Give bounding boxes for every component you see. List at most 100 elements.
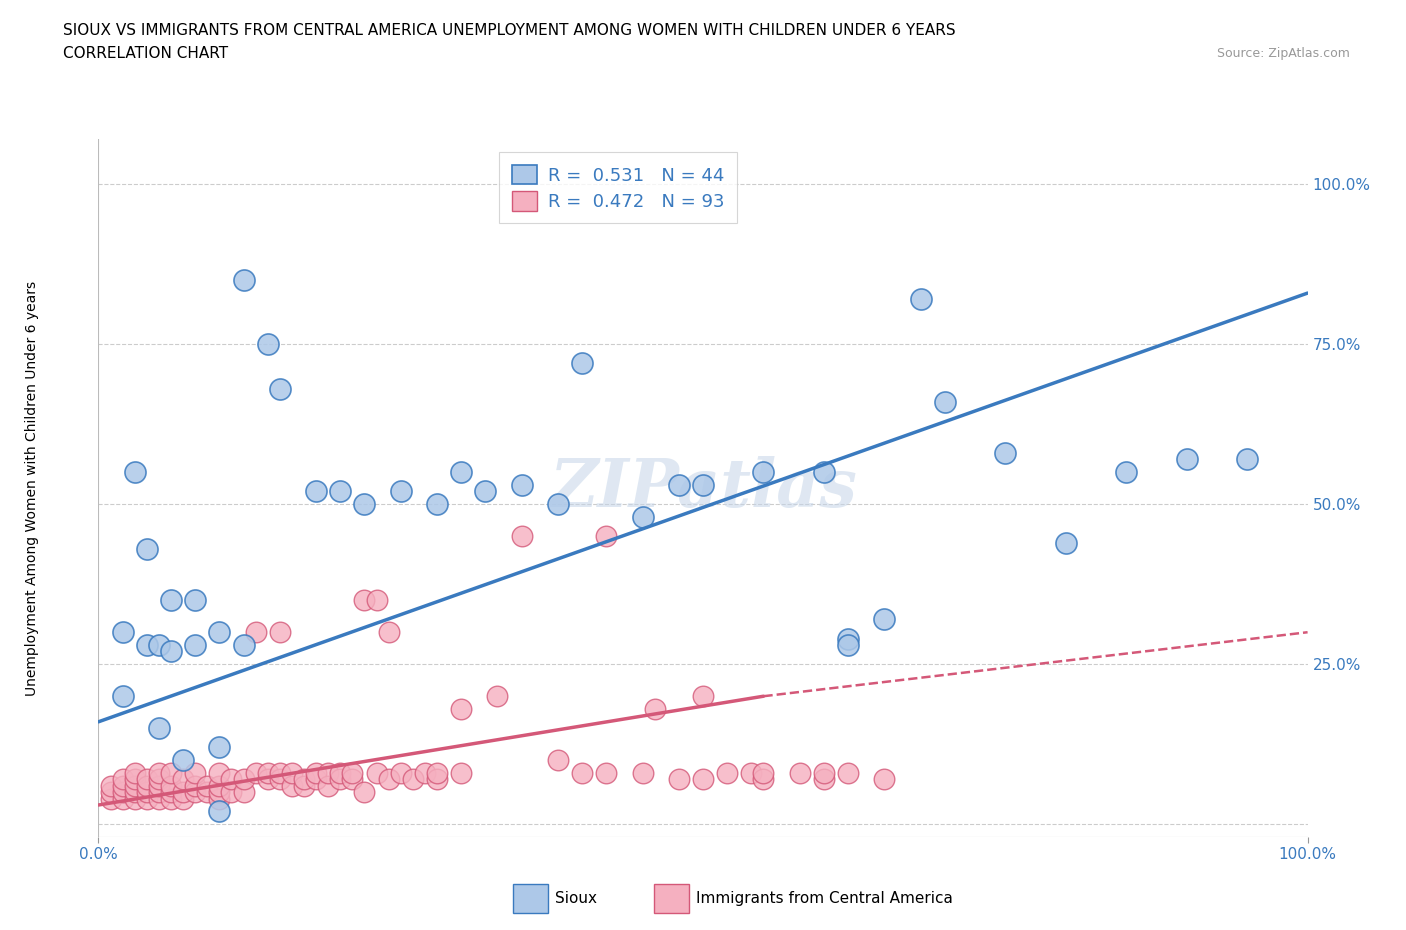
Point xyxy=(292,778,315,793)
Point xyxy=(221,772,243,787)
Point xyxy=(595,529,617,544)
Point xyxy=(160,765,183,780)
Point xyxy=(184,638,207,653)
Point xyxy=(208,791,231,806)
Point xyxy=(148,791,170,806)
Point xyxy=(510,529,533,544)
Point xyxy=(668,772,690,787)
Point xyxy=(789,765,811,780)
Point xyxy=(221,785,243,800)
Point xyxy=(474,484,496,498)
Point xyxy=(389,484,412,498)
Point xyxy=(910,292,932,307)
Point xyxy=(595,765,617,780)
Point xyxy=(135,778,157,793)
Point xyxy=(111,625,134,640)
Point xyxy=(124,791,146,806)
Point xyxy=(281,778,304,793)
Point xyxy=(160,785,183,800)
Point xyxy=(389,765,412,780)
Point xyxy=(184,765,207,780)
Point xyxy=(668,478,690,493)
Point xyxy=(644,701,666,716)
Point xyxy=(256,765,278,780)
Point xyxy=(281,765,304,780)
Point xyxy=(377,772,399,787)
Point xyxy=(1054,535,1077,550)
Point xyxy=(692,478,714,493)
Point xyxy=(413,765,436,780)
Point xyxy=(148,765,170,780)
Point xyxy=(208,804,231,818)
Point xyxy=(837,631,859,646)
Point xyxy=(124,785,146,800)
Point xyxy=(402,772,425,787)
Point xyxy=(305,765,328,780)
Point xyxy=(510,478,533,493)
Point xyxy=(124,778,146,793)
Point xyxy=(752,765,775,780)
Point xyxy=(160,644,183,658)
Point xyxy=(692,772,714,787)
Point xyxy=(571,765,593,780)
Point xyxy=(148,772,170,787)
Point xyxy=(353,785,375,800)
Point xyxy=(148,785,170,800)
Point xyxy=(269,772,291,787)
Point xyxy=(172,785,194,800)
Point xyxy=(184,592,207,607)
Point xyxy=(631,510,654,525)
Point xyxy=(752,772,775,787)
Point xyxy=(256,337,278,352)
Point xyxy=(426,772,449,787)
Point xyxy=(232,638,254,653)
Point xyxy=(124,772,146,787)
Point xyxy=(111,772,134,787)
Point xyxy=(837,765,859,780)
Point xyxy=(148,638,170,653)
Point xyxy=(111,778,134,793)
Point xyxy=(329,765,352,780)
Point xyxy=(994,445,1017,460)
Point xyxy=(195,778,218,793)
Point xyxy=(100,791,122,806)
Point xyxy=(873,772,896,787)
Point xyxy=(256,772,278,787)
Point xyxy=(353,592,375,607)
Point xyxy=(1115,465,1137,480)
Text: Sioux: Sioux xyxy=(555,891,598,906)
Point xyxy=(377,625,399,640)
Point xyxy=(135,772,157,787)
Point xyxy=(837,638,859,653)
Point xyxy=(366,765,388,780)
Legend: R =  0.531   N = 44, R =  0.472   N = 93: R = 0.531 N = 44, R = 0.472 N = 93 xyxy=(499,152,737,223)
Point xyxy=(135,638,157,653)
Point xyxy=(184,778,207,793)
Point xyxy=(692,689,714,704)
Point xyxy=(100,778,122,793)
Point xyxy=(172,752,194,767)
Text: Unemployment Among Women with Children Under 6 years: Unemployment Among Women with Children U… xyxy=(25,281,39,696)
Point xyxy=(208,740,231,755)
Point xyxy=(1175,452,1198,467)
Point xyxy=(195,785,218,800)
Text: CORRELATION CHART: CORRELATION CHART xyxy=(63,46,228,61)
Point xyxy=(329,772,352,787)
Point xyxy=(208,778,231,793)
Point xyxy=(1236,452,1258,467)
Point xyxy=(148,721,170,736)
Point xyxy=(232,772,254,787)
Point xyxy=(111,791,134,806)
Point xyxy=(269,381,291,396)
Point xyxy=(269,625,291,640)
Point xyxy=(160,778,183,793)
Point xyxy=(813,765,835,780)
Point xyxy=(232,785,254,800)
Point xyxy=(450,701,472,716)
Point xyxy=(124,465,146,480)
Point xyxy=(547,752,569,767)
Point xyxy=(486,689,509,704)
Text: Source: ZipAtlas.com: Source: ZipAtlas.com xyxy=(1216,46,1350,60)
Point xyxy=(172,791,194,806)
Point xyxy=(813,465,835,480)
